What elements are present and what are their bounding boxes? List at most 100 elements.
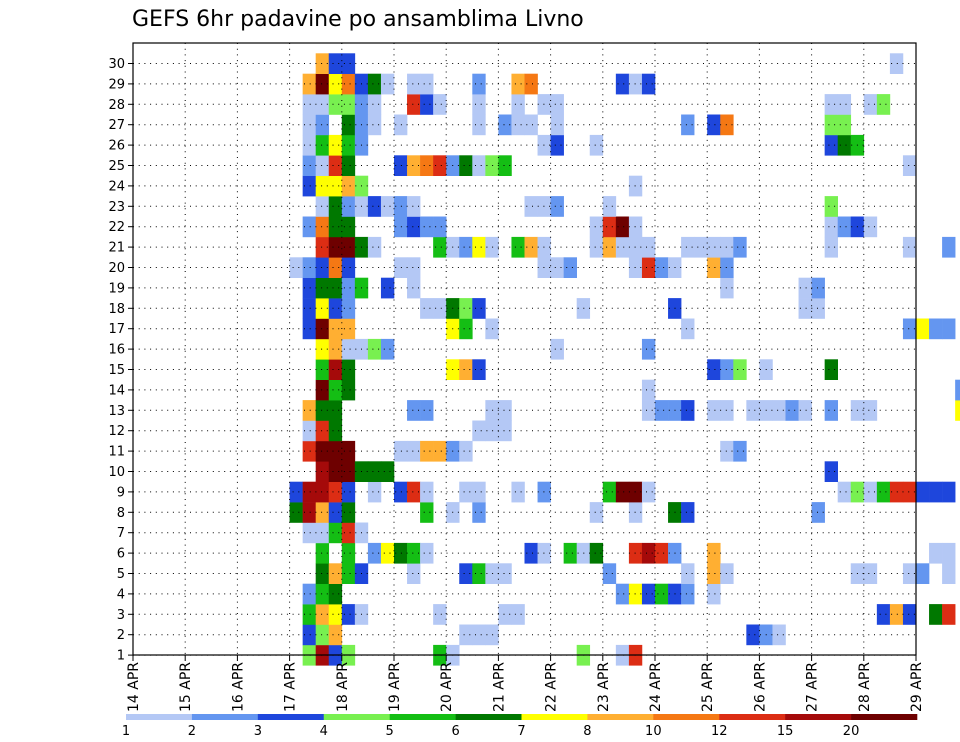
heatmap-cell-member-21-step-53 [824, 236, 838, 258]
heatmap-cell-member-21-step-29 [511, 236, 525, 258]
heatmap-cell-member-23-step-21 [407, 196, 421, 217]
heatmap-cell-member-9-step-37 [615, 481, 630, 503]
heatmap-cell-member-12-step-28 [498, 420, 512, 442]
heatmap-cell-member-21-step-25 [459, 236, 473, 258]
heatmap-cell-member-29-step-39 [641, 73, 656, 95]
heatmap-cell-member-19-step-51 [798, 277, 812, 299]
heatmap-cell-member-28-step-56 [863, 94, 878, 115]
heatmap-cell-member-20-step-45 [720, 257, 734, 278]
heatmap-cell-member-27-step-44 [707, 114, 721, 136]
y-tick-label: 4 [117, 587, 125, 602]
heatmap-cell-member-9-step-20 [394, 481, 408, 503]
heatmap-cell-member-3-step-29 [511, 604, 525, 625]
colorbar-label: 4 [320, 724, 328, 739]
heatmap-cell-member-15-step-44 [707, 359, 721, 380]
heatmap-cell-member-20-step-16 [341, 257, 356, 278]
heatmap-cell-member-17-step-16 [341, 318, 356, 340]
heatmap-cell-member-9-step-62 [942, 481, 956, 503]
x-tick-label: 25 APR [700, 662, 716, 712]
heatmap-cell-member-14-step-63 [955, 379, 960, 401]
y-tick-label: 12 [108, 424, 125, 439]
heatmap-cell-member-19-step-52 [811, 277, 825, 299]
heatmap-cell-member-16-step-16 [341, 338, 356, 360]
y-axis-ticks: 1234567891011121314151617181920212223242… [108, 57, 133, 664]
heatmap-cell-member-30-step-15 [328, 53, 343, 74]
heatmap-cell-member-7-step-14 [315, 522, 330, 544]
heatmap-cell-member-23-step-16 [341, 196, 356, 217]
heatmap-cell-member-5-step-60 [916, 563, 930, 584]
heatmap-cell-member-29-step-22 [420, 73, 434, 95]
heatmap-cell-member-27-step-30 [524, 114, 538, 136]
heatmap-cell-member-14-step-39 [641, 379, 656, 401]
heatmap-cell-member-17-step-15 [328, 318, 343, 340]
heatmap-cell-member-6-step-39 [641, 542, 656, 564]
heatmap-cell-member-21-step-45 [720, 236, 734, 258]
heatmap-cell-member-7-step-15 [328, 522, 343, 544]
heatmap-cell-member-23-step-36 [602, 196, 617, 217]
colorbar-segment [785, 714, 852, 720]
heatmap-cell-member-3-step-14 [315, 604, 330, 625]
colorbar: 1 2 3 4 5 6 7 8 10 12 15 20 [122, 714, 918, 739]
heatmap-cell-member-29-step-37 [615, 73, 630, 95]
x-tick-label: 17 APR [283, 662, 299, 712]
heatmap-cell-member-18-step-26 [472, 298, 486, 319]
heatmap-cell-member-2-step-15 [328, 624, 343, 646]
heatmap-cell-member-11-step-45 [720, 440, 734, 462]
heatmap-cell-member-25-step-14 [315, 155, 330, 176]
heatmap-cell-member-22-step-23 [433, 216, 447, 238]
heatmap-cell-member-21-step-59 [902, 236, 917, 258]
heatmap-cell-member-9-step-14 [315, 481, 330, 503]
heatmap-cell-member-27-step-16 [341, 114, 356, 136]
heatmap-cell-member-13-step-42 [681, 400, 695, 421]
heatmap-cell-member-9-step-54 [837, 481, 852, 503]
heatmap-cell-member-9-step-13 [302, 481, 316, 503]
x-tick-label: 28 APR [857, 662, 873, 712]
heatmap-cell-member-23-step-14 [315, 196, 330, 217]
heatmap-cell-member-16-step-15 [328, 338, 343, 360]
heatmap-cell-member-29-step-26 [472, 73, 486, 95]
heatmap-cell-member-20-step-20 [394, 257, 408, 278]
heatmap-cell-member-13-step-22 [420, 400, 434, 421]
y-tick-label: 14 [108, 383, 125, 398]
colorbar-label: 8 [583, 724, 591, 739]
heatmap-cell-member-24-step-16 [341, 175, 356, 197]
colorbar-label: 12 [711, 724, 728, 739]
heatmap-cell-member-15-step-53 [824, 359, 838, 380]
heatmap-cell-member-13-step-47 [746, 400, 760, 421]
heatmap-cell-member-2-step-25 [459, 624, 473, 646]
heatmap-cell-member-9-step-58 [889, 481, 904, 503]
heatmap-cell-member-21-step-14 [315, 236, 330, 258]
y-tick-label: 15 [108, 363, 125, 378]
heatmap-cell-member-5-step-27 [485, 563, 499, 584]
heatmap-cell-member-18-step-16 [341, 298, 356, 319]
heatmap-cell-member-15-step-16 [341, 359, 356, 380]
heatmap-cell-member-2-step-27 [485, 624, 499, 646]
colorbar-segment [455, 714, 522, 720]
heatmap-cell-member-9-step-21 [407, 481, 421, 503]
x-tick-label: 15 APR [178, 662, 194, 712]
y-tick-label: 25 [108, 159, 125, 174]
heatmap-cell-member-5-step-62 [942, 563, 956, 584]
heatmap-cell-member-17-step-14 [315, 318, 330, 340]
heatmap-cell-member-9-step-60 [916, 481, 930, 503]
heatmap-cell-member-10-step-19 [380, 461, 395, 482]
heatmap-cell-member-6-step-61 [929, 542, 943, 564]
y-tick-label: 6 [117, 547, 125, 562]
x-tick-label: 19 APR [387, 662, 403, 712]
heatmap-cell-member-10-step-18 [367, 461, 382, 482]
heatmap-cell-member-17-step-62 [942, 318, 956, 340]
heatmap-cell-member-14-step-15 [328, 379, 343, 401]
heatmap-cell-member-22-step-21 [407, 216, 421, 238]
heatmap-cell-member-13-step-40 [655, 400, 669, 421]
heatmap-cell-member-21-step-43 [694, 236, 708, 258]
heatmap-cell-member-13-step-28 [498, 400, 512, 421]
heatmap-cell-member-25-step-28 [498, 155, 512, 176]
y-tick-label: 28 [108, 98, 125, 113]
heatmap-cell-member-15-step-46 [733, 359, 747, 380]
heatmap-cell-member-6-step-22 [420, 542, 434, 564]
heatmap-cell-member-17-step-60 [916, 318, 930, 340]
heatmap-cell-member-28-step-15 [328, 94, 343, 115]
heatmap-cell-member-5-step-26 [472, 563, 486, 584]
heatmap-cell-member-3-step-13 [302, 604, 316, 625]
heatmap-cell-member-21-step-18 [367, 236, 382, 258]
